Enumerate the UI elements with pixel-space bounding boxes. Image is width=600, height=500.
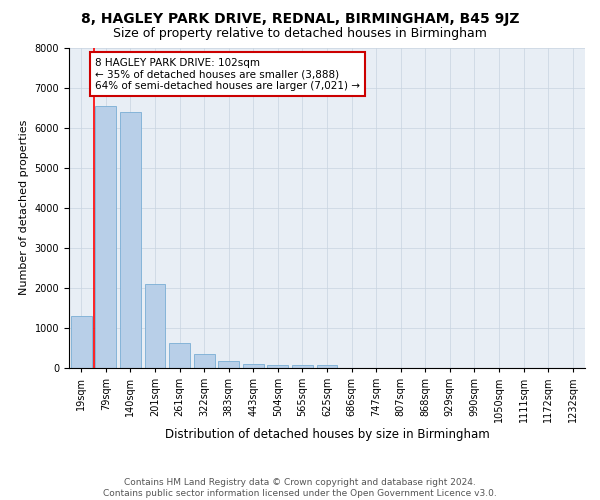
Bar	[120, 112, 141, 368]
Text: Contains HM Land Registry data © Crown copyright and database right 2024.
Contai: Contains HM Land Registry data © Crown c…	[103, 478, 497, 498]
Bar	[218, 361, 239, 368]
Text: 8 HAGLEY PARK DRIVE: 102sqm
← 35% of detached houses are smaller (3,888)
64% of : 8 HAGLEY PARK DRIVE: 102sqm ← 35% of det…	[95, 58, 360, 90]
Bar	[169, 342, 190, 367]
Y-axis label: Number of detached properties: Number of detached properties	[19, 120, 29, 295]
Bar	[95, 106, 116, 368]
Bar	[268, 364, 289, 368]
Bar	[71, 316, 92, 368]
Text: Size of property relative to detached houses in Birmingham: Size of property relative to detached ho…	[113, 28, 487, 40]
X-axis label: Distribution of detached houses by size in Birmingham: Distribution of detached houses by size …	[164, 428, 490, 440]
Bar	[194, 354, 215, 368]
Bar	[292, 365, 313, 368]
Bar	[145, 284, 166, 368]
Text: 8, HAGLEY PARK DRIVE, REDNAL, BIRMINGHAM, B45 9JZ: 8, HAGLEY PARK DRIVE, REDNAL, BIRMINGHAM…	[81, 12, 519, 26]
Bar	[317, 365, 337, 368]
Bar	[243, 364, 264, 368]
